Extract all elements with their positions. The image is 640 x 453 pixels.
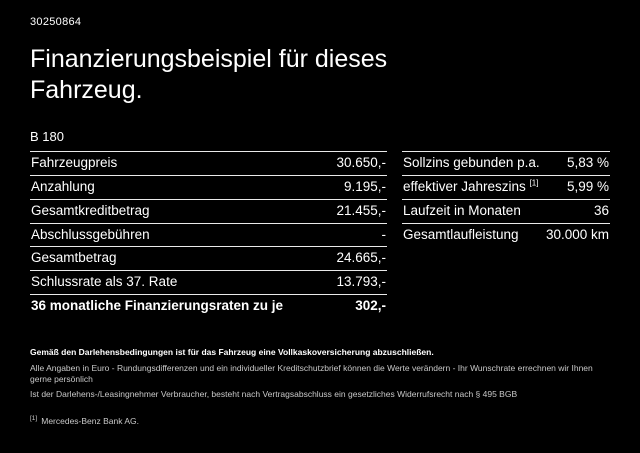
row-value: 21.455,- xyxy=(336,202,386,218)
document-id: 30250864 xyxy=(30,16,82,28)
row-value: 30.000 km xyxy=(545,226,609,242)
table-row: Anzahlung 9.195,- xyxy=(30,174,387,199)
table-row: Sollzins gebunden p.a. 5,83 % xyxy=(402,151,610,175)
footnote-marker: [1] xyxy=(30,415,38,423)
table-row: Gesamtlaufleistung 30.000 km xyxy=(402,222,610,247)
row-value: 24.665,- xyxy=(336,250,386,266)
row-label: 36 monatliche Finanzierungsraten zu je xyxy=(31,298,284,314)
row-label: Sollzins gebunden p.a. xyxy=(403,155,540,170)
row-value: 30.650,- xyxy=(336,155,386,170)
row-value: 5,83 % xyxy=(566,155,609,170)
row-value: 5,99 % xyxy=(566,178,609,194)
row-label: effektiver Jahreszins [1] xyxy=(403,178,539,194)
footnote-ref: [1] xyxy=(529,178,539,188)
footnote-text: Mercedes-Benz Bank AG. xyxy=(41,416,140,427)
row-value: 13.793,- xyxy=(336,274,386,290)
row-label: Gesamtlaufleistung xyxy=(403,226,519,242)
financing-tables: Fahrzeugpreis 30.650,- Anzahlung 9.195,-… xyxy=(30,151,610,318)
row-label: Anzahlung xyxy=(31,178,95,194)
row-label: Gesamtbetrag xyxy=(31,250,117,266)
table-row: Abschlussgebühren - xyxy=(30,222,387,247)
row-value: - xyxy=(381,226,387,242)
row-value: 302,- xyxy=(355,298,386,314)
table-row: Gesamtkreditbetrag 21.455,- xyxy=(30,198,387,223)
table-row: Schlussrate als 37. Rate 13.793,- xyxy=(30,270,387,294)
insurance-requirement-note: Gemäß den Darlehensbedingungen ist für d… xyxy=(30,347,434,357)
table-row: Laufzeit in Monaten 36 xyxy=(402,198,610,223)
table-row-monthly-rate: 36 monatliche Finanzierungsraten zu je 3… xyxy=(30,294,387,318)
legal-footer: Gemäß den Darlehensbedingungen ist für d… xyxy=(30,347,612,426)
financing-conditions-table: Sollzins gebunden p.a. 5,83 % effektiver… xyxy=(402,151,610,318)
vehicle-model-label: B 180 xyxy=(30,129,64,144)
table-row: Fahrzeugpreis 30.650,- xyxy=(30,151,387,175)
row-value: 36 xyxy=(593,202,609,218)
disclaimer-line-2: Ist der Darlehens-/Leasingnehmer Verbrau… xyxy=(30,388,518,399)
row-label: Abschlussgebühren xyxy=(31,226,150,242)
row-value: 9.195,- xyxy=(343,178,386,194)
row-label: Schlussrate als 37. Rate xyxy=(31,274,178,290)
footnote-bank: [1] Mercedes-Benz Bank AG. xyxy=(30,415,612,426)
page-title: Finanzierungsbeispiel für dieses Fahrzeu… xyxy=(30,45,388,104)
disclaimer-line-1: Alle Angaben in Euro - Rundungsdifferenz… xyxy=(30,363,593,385)
row-label: Laufzeit in Monaten xyxy=(403,202,521,218)
table-row: effektiver Jahreszins [1] 5,99 % xyxy=(402,174,610,199)
row-label: Gesamtkreditbetrag xyxy=(31,202,150,218)
table-row: Gesamtbetrag 24.665,- xyxy=(30,246,387,270)
financing-amounts-table: Fahrzeugpreis 30.650,- Anzahlung 9.195,-… xyxy=(30,151,387,318)
row-label: Fahrzeugpreis xyxy=(31,155,118,170)
